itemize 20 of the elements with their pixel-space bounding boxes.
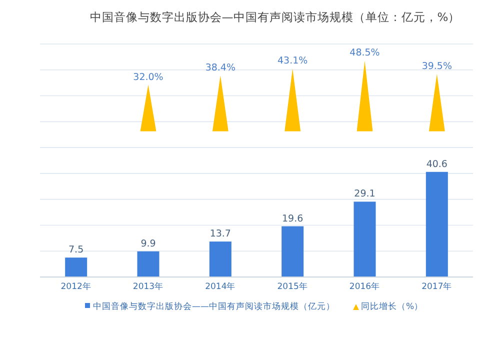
data-label: 48.5% (350, 48, 380, 59)
data-label: 9.9 (140, 238, 156, 250)
x-tick-label: 2013年 (132, 281, 164, 292)
x-tick-label: 2014年 (205, 281, 236, 292)
data-label: 39.5% (422, 60, 452, 72)
x-tick-label: 2016年 (349, 281, 380, 292)
data-label: 13.7 (210, 228, 231, 240)
data-label: 32.0% (133, 72, 164, 83)
data-label: 19.6 (282, 213, 304, 224)
x-tick-label: 2012年 (60, 281, 92, 292)
x-tick-label: 2015年 (277, 281, 308, 292)
data-label: 38.4% (205, 62, 236, 74)
data-label: 7.5 (68, 244, 84, 256)
legend-label: 同比增长（%） (361, 301, 424, 312)
chart-title: 中国音像与数字出版协会—中国有声阅读市场规模（单位：亿元，%） (90, 10, 460, 24)
data-label: 29.1 (354, 188, 376, 200)
data-label: 40.6 (426, 158, 448, 170)
x-tick-label: 2017年 (422, 281, 452, 292)
legend-label: 中国音像与数字出版协会——中国有声阅读市场规模（亿元） (93, 301, 335, 312)
data-label: 43.1% (277, 56, 308, 67)
